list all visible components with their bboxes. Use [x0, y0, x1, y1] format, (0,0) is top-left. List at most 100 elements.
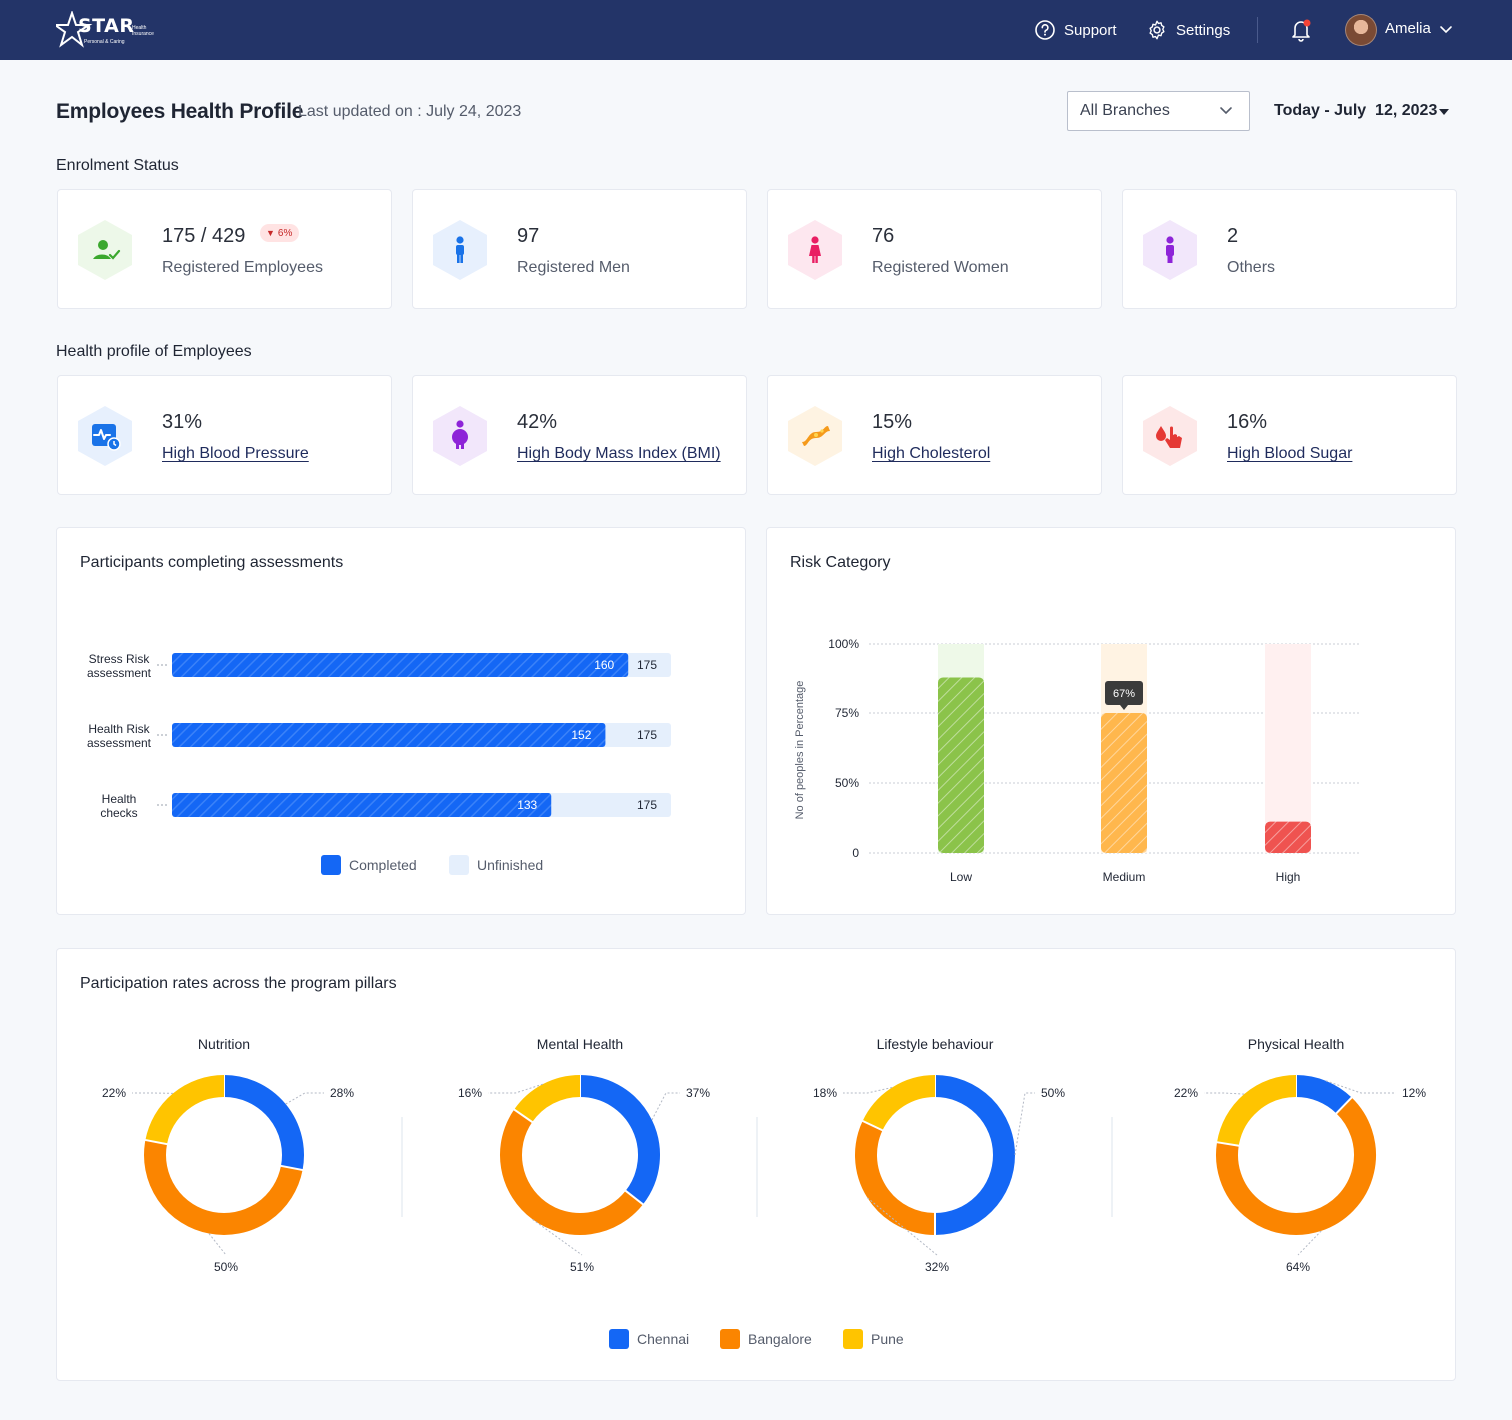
- segment-gap: [512, 1108, 534, 1124]
- blood-drop-finger-icon: [1143, 406, 1197, 466]
- x-category-label: Medium: [1103, 870, 1146, 884]
- nav-divider: [1257, 17, 1258, 43]
- health-metric-card: 31% High Blood Pressure: [57, 375, 392, 495]
- donut-segment: [1217, 1075, 1297, 1147]
- x-category-label: Low: [950, 870, 972, 884]
- legend-swatch: [720, 1329, 740, 1349]
- artery-icon: [788, 406, 842, 466]
- support-link[interactable]: Support: [1034, 18, 1117, 42]
- health-metric-label[interactable]: High Blood Pressure: [162, 445, 309, 462]
- health-metric-card: 42% High Body Mass Index (BMI): [412, 375, 747, 495]
- health-metric-label[interactable]: High Body Mass Index (BMI): [517, 445, 721, 462]
- legend-unfinished[interactable]: Unfinished: [449, 855, 543, 875]
- legend-completed[interactable]: Completed: [321, 855, 417, 875]
- legend-swatch: [609, 1329, 629, 1349]
- leader-line: [285, 1092, 324, 1105]
- y-tick-label: 0: [852, 846, 859, 860]
- branch-dropdown-value: All Branches: [1080, 102, 1170, 119]
- completed-swatch: [321, 855, 341, 875]
- date-range-picker[interactable]: Today - July 12, 2023: [1274, 102, 1438, 119]
- donut-segment: [1216, 1097, 1376, 1235]
- top-navigation-bar: STAR Health Insurance Personal & Caring …: [0, 0, 1512, 60]
- logo-tagline: Personal & Caring: [84, 39, 125, 45]
- health-profile-section-title: Health profile of Employees: [56, 343, 252, 360]
- risk-category-panel: Risk Category 0 50% 75% 100% No of peoples i…: [766, 527, 1456, 915]
- segment-gap: [624, 1189, 645, 1206]
- legend-pune[interactable]: Pune: [843, 1329, 904, 1349]
- chevron-down-icon[interactable]: [1438, 24, 1454, 36]
- page-title: Employees Health Profile: [56, 100, 304, 123]
- donut-value-label: 22%: [102, 1086, 126, 1100]
- chevron-down-icon: [1220, 107, 1232, 115]
- enrolment-card: 97 Registered Men: [412, 189, 747, 309]
- pillars-title: Participation rates across the program p…: [80, 975, 397, 992]
- risk-category-title: Risk Category: [790, 554, 891, 571]
- help-circle-icon: [1035, 20, 1055, 40]
- legend-completed-label: Completed: [349, 857, 417, 873]
- enrolment-card: 76 Registered Women: [767, 189, 1102, 309]
- completed-value-label: 152: [571, 728, 591, 742]
- logo-text: STAR: [78, 15, 135, 37]
- completed-bar: [172, 723, 606, 747]
- logo-star-icon: [51, 9, 93, 48]
- enrolment-label: Registered Employees: [162, 259, 323, 276]
- notification-bell-icon[interactable]: [1290, 18, 1312, 42]
- heart-monitor-icon: [78, 406, 132, 466]
- enrolment-value: 97: [517, 225, 540, 247]
- enrolment-label: Registered Women: [872, 259, 1009, 276]
- risk-bar: [1101, 712, 1147, 853]
- enrolment-card: 175 / 429 Registered Employees ▼ 6%: [57, 189, 392, 309]
- donut-segment: [855, 1120, 936, 1235]
- legend-swatch: [843, 1329, 863, 1349]
- settings-link[interactable]: Settings: [1146, 18, 1230, 42]
- male-icon: [433, 220, 487, 280]
- unfinished-swatch: [449, 855, 469, 875]
- enrolment-value: 175 / 429: [162, 225, 246, 247]
- logo-subtext: Health Insurance: [132, 25, 154, 37]
- y-axis-label: No of peoples in Percentage: [794, 681, 806, 820]
- legend-chennai[interactable]: Chennai: [609, 1329, 689, 1349]
- star-health-logo[interactable]: STAR Health Insurance Personal & Caring: [51, 9, 160, 49]
- completed-bar: [172, 793, 552, 817]
- legend-bangalore[interactable]: Bangalore: [720, 1329, 812, 1349]
- segment-gap: [1215, 1141, 1240, 1147]
- enrolment-value: 2: [1227, 225, 1239, 247]
- y-tick-label: 100%: [828, 637, 859, 651]
- leader-line: [488, 1083, 543, 1094]
- health-metric-card: 15% High Cholesterol: [767, 375, 1102, 495]
- assessments-panel: Participants completing assessments Stre…: [56, 527, 746, 915]
- bar-category-label: Health Risk assessment: [87, 722, 152, 750]
- donut-value-label: 51%: [570, 1260, 594, 1274]
- leader-line: [208, 1233, 227, 1256]
- donut-title: Mental Health: [537, 1036, 623, 1052]
- health-metric-label[interactable]: High Blood Sugar: [1227, 445, 1353, 462]
- donut-title: Physical Health: [1248, 1036, 1345, 1052]
- branch-dropdown[interactable]: All Branches: [1067, 91, 1250, 131]
- bar-category-label: Stress Risk assessment: [87, 652, 152, 680]
- support-label: Support: [1064, 21, 1117, 39]
- health-metric-card: 16% High Blood Sugar: [1122, 375, 1457, 495]
- y-tick-label: 50%: [835, 776, 859, 790]
- user-name[interactable]: Amelia: [1385, 20, 1431, 37]
- donut-segment: [223, 1075, 304, 1170]
- risk-category-chart: 0 50% 75% 100% No of peoples in Percentage Lo…: [794, 637, 1360, 884]
- donut-segment: [1295, 1075, 1352, 1114]
- health-metric-value: 42%: [517, 411, 558, 433]
- total-value-label: 175: [637, 798, 657, 812]
- last-updated-text: Last updated on : July 24, 2023: [298, 103, 522, 120]
- leader-line: [1014, 1092, 1035, 1156]
- pillars-panel: Participation rates across the program p…: [56, 948, 1456, 1381]
- donut-segment: [514, 1075, 581, 1123]
- donut-segment: [145, 1075, 225, 1145]
- assessments-chart: Stress Risk assessment 160 175 Health Risk as…: [87, 652, 671, 820]
- donut-value-label: 22%: [1174, 1086, 1198, 1100]
- enrolment-value: 76: [872, 225, 895, 247]
- health-metric-value: 16%: [1227, 411, 1268, 433]
- user-avatar[interactable]: [1345, 14, 1377, 46]
- enrolment-label: Others: [1227, 259, 1276, 276]
- segment-gap: [1334, 1096, 1354, 1115]
- total-value-label: 175: [637, 658, 657, 672]
- health-metric-label[interactable]: High Cholesterol: [872, 445, 991, 462]
- caret-down-icon[interactable]: [1438, 108, 1450, 116]
- risk-bar: [938, 677, 984, 853]
